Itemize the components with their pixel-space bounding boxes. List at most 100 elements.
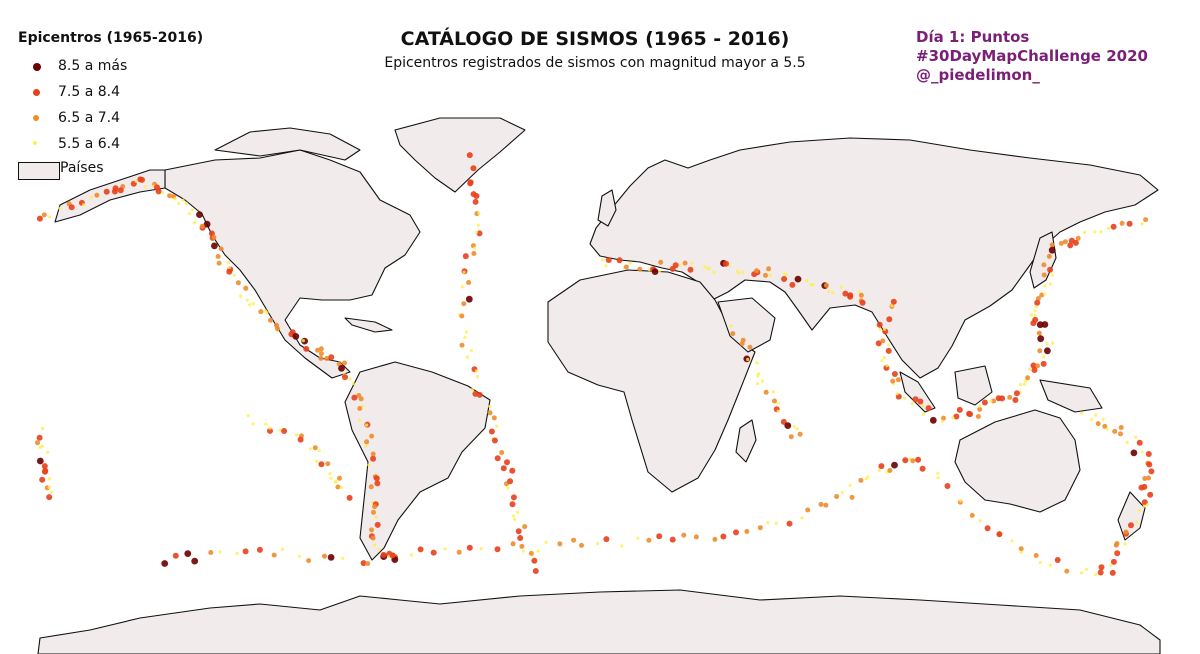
epicenter-point bbox=[184, 550, 192, 557]
epicenter-point bbox=[1118, 431, 1123, 437]
legend-item: 7.5 a 8.4 bbox=[18, 82, 203, 108]
epicenter-point bbox=[571, 537, 577, 543]
epicenter-point bbox=[36, 215, 43, 222]
epicenter-point bbox=[1048, 282, 1052, 286]
epicenter-point bbox=[885, 347, 892, 354]
epicenter-point bbox=[227, 266, 231, 270]
epicenter-point bbox=[1134, 435, 1138, 439]
epicenter-point bbox=[754, 268, 759, 274]
borneo bbox=[954, 365, 993, 406]
epicenter-point bbox=[494, 455, 501, 462]
epicenter-point bbox=[757, 525, 763, 531]
epicenter-point bbox=[604, 264, 608, 268]
epicenter-point bbox=[188, 212, 192, 216]
epicenter-point bbox=[1033, 313, 1037, 317]
epicenter-point bbox=[656, 533, 663, 540]
epicenter-point bbox=[875, 340, 882, 347]
epicenter-point bbox=[36, 434, 43, 441]
epicenter-point bbox=[1013, 390, 1020, 397]
epicenter-point bbox=[1054, 557, 1061, 563]
epicenter-point bbox=[1109, 569, 1116, 576]
epicenter-point bbox=[515, 528, 522, 535]
epicenter-point bbox=[977, 404, 982, 408]
epicenter-point bbox=[910, 458, 916, 464]
epicenter-point bbox=[1028, 367, 1032, 371]
epicenter-point bbox=[1024, 379, 1028, 383]
epicenter-point bbox=[155, 188, 162, 195]
epicenter-point bbox=[596, 542, 600, 546]
epicenter-point bbox=[1062, 239, 1068, 245]
epicenter-point bbox=[755, 361, 759, 365]
epicenter-point bbox=[461, 301, 467, 307]
epicenter-point bbox=[891, 461, 898, 469]
epicenter-point bbox=[1142, 476, 1148, 481]
epicenter-point bbox=[1093, 573, 1098, 577]
epicenter-point bbox=[42, 467, 49, 474]
epicenter-point bbox=[348, 377, 352, 381]
epicenter-point bbox=[740, 337, 746, 343]
epicenter-point bbox=[327, 554, 335, 561]
epicenter-point bbox=[193, 221, 197, 225]
epicenter-point bbox=[531, 557, 538, 564]
epicenter-point bbox=[479, 547, 483, 551]
epicenter-point bbox=[910, 402, 914, 406]
epicenter-point bbox=[977, 406, 983, 412]
epicenter-point bbox=[1098, 564, 1105, 571]
epicenter-point bbox=[1123, 542, 1127, 546]
epicenter-point bbox=[858, 292, 864, 298]
epicenter-point bbox=[823, 282, 829, 288]
epicenter-point bbox=[1050, 273, 1054, 277]
epicenter-point bbox=[1048, 246, 1056, 254]
epicenter-point bbox=[357, 406, 363, 411]
epicenter-point bbox=[251, 302, 255, 306]
epicenter-point bbox=[333, 480, 337, 484]
epicenter-point bbox=[167, 193, 173, 199]
epicenter-point bbox=[1146, 475, 1152, 481]
epicenter-point bbox=[891, 371, 898, 377]
epicenter-point bbox=[462, 253, 469, 260]
epicenter-point bbox=[499, 450, 505, 455]
legend-label: 7.5 a 8.4 bbox=[58, 84, 121, 100]
epicenter-point bbox=[511, 514, 516, 518]
epicenter-point bbox=[172, 552, 179, 559]
epicenter-point bbox=[847, 293, 854, 300]
epicenter-point bbox=[1110, 558, 1117, 565]
epicenter-point bbox=[744, 529, 750, 534]
greenland bbox=[394, 117, 526, 193]
epicenter-point bbox=[1106, 226, 1111, 230]
epicenter-point bbox=[557, 541, 563, 547]
epicenter-point bbox=[1025, 375, 1031, 381]
south-america bbox=[344, 361, 491, 561]
epicenter-point bbox=[766, 521, 770, 525]
epicenter-point bbox=[651, 268, 659, 275]
epicenter-point bbox=[328, 472, 332, 476]
epicenter-point bbox=[50, 490, 54, 494]
epicenter-point bbox=[1089, 418, 1094, 422]
epicenter-point bbox=[1140, 450, 1144, 454]
epicenter-point bbox=[805, 507, 811, 513]
epicenter-point bbox=[513, 517, 517, 521]
epicenter-point bbox=[47, 215, 52, 219]
epicenter-point bbox=[729, 324, 733, 328]
epicenter-point bbox=[736, 271, 741, 275]
epicenter-point bbox=[857, 290, 861, 294]
legend-item: 5.5 a 6.4 bbox=[18, 134, 203, 160]
epicenter-point bbox=[41, 426, 45, 430]
epicenter-point bbox=[312, 445, 318, 451]
map-subtitle: Epicentros registrados de sismos con mag… bbox=[384, 55, 806, 71]
epicenter-point bbox=[605, 257, 612, 263]
epicenter-point bbox=[374, 480, 381, 487]
epicenter-point bbox=[890, 298, 897, 305]
epicenter-point bbox=[494, 546, 501, 553]
africa bbox=[547, 269, 756, 493]
epicenter-point bbox=[337, 475, 342, 481]
epicenter-point bbox=[880, 338, 886, 344]
epicenter-point bbox=[636, 536, 640, 540]
epicenter-point bbox=[1019, 550, 1023, 554]
epicenter-point bbox=[203, 220, 211, 228]
epicenter-point bbox=[226, 268, 233, 275]
epicenter-point bbox=[466, 544, 473, 551]
epicenter-point bbox=[772, 398, 777, 404]
epicenter-point bbox=[328, 354, 335, 361]
epicenter-point bbox=[211, 242, 218, 250]
